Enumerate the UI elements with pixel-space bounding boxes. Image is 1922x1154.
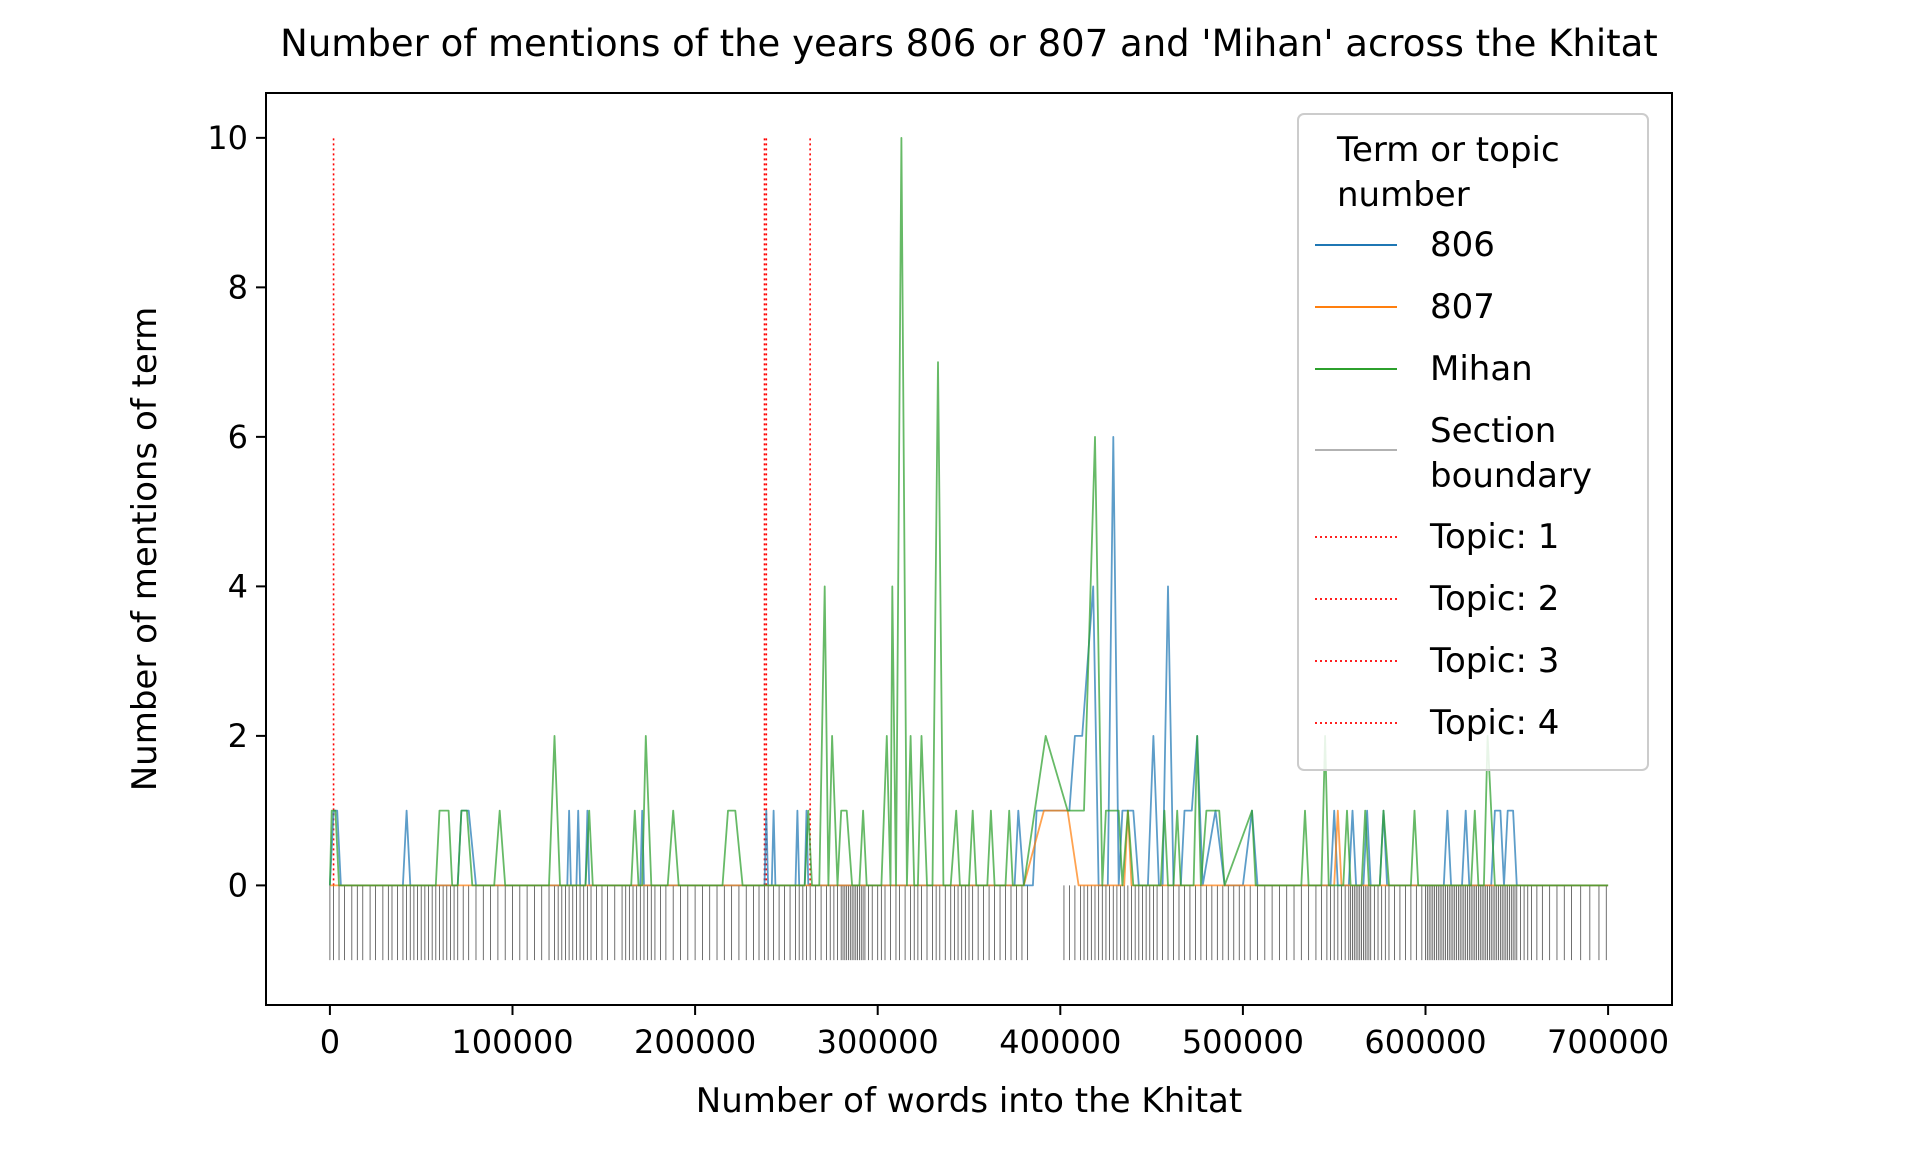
- y-axis-label: Number of mentions of term: [125, 307, 165, 792]
- y-tick-label: 6: [228, 418, 248, 456]
- x-tick-label: 0: [320, 1023, 340, 1061]
- x-tick-label: 100000: [451, 1023, 573, 1061]
- x-axis: 0 100000 200000 300000 400000 500000 600000 700…: [320, 1005, 1669, 1061]
- legend-label: Section boundary: [1430, 411, 1592, 496]
- legend-item-topic-4: Topic: 4: [1315, 703, 1559, 743]
- x-tick-label: 700000: [1547, 1023, 1669, 1061]
- y-tick-label: 8: [228, 268, 248, 306]
- legend-label: Mihan: [1430, 349, 1533, 389]
- y-tick-label: 0: [228, 866, 248, 904]
- y-tick-label: 4: [228, 567, 248, 605]
- legend-item-section-boundary: Section boundary: [1315, 411, 1592, 496]
- x-tick-label: 200000: [634, 1023, 756, 1061]
- legend-title-line-2: number: [1337, 175, 1470, 215]
- series-807-line: [329, 809, 1609, 887]
- legend-item-mihan: Mihan: [1315, 349, 1533, 389]
- legend-label: Topic: 1: [1429, 517, 1559, 557]
- chart-title: Number of mentions of the years 806 or 8…: [280, 22, 1658, 65]
- legend-label: 806: [1430, 225, 1495, 265]
- plot-frame: [265, 92, 1673, 1006]
- legend-label: Topic: 3: [1429, 641, 1559, 681]
- x-axis-label: Number of words into the Khitat: [696, 1081, 1242, 1121]
- legend-item-topic-1: Topic: 1: [1315, 517, 1559, 557]
- legend-item-806: 806: [1315, 225, 1495, 265]
- y-tick-label: 10: [207, 119, 248, 157]
- x-tick-label: 400000: [999, 1023, 1121, 1061]
- legend-box: [1297, 113, 1649, 771]
- section-boundaries: [329, 885, 1607, 961]
- y-axis: 0 2 4 6 8 10: [207, 119, 266, 904]
- y-tick-label: 2: [228, 717, 248, 755]
- legend-title: Term or topic number: [1336, 130, 1570, 215]
- x-tick-label: 300000: [817, 1023, 939, 1061]
- legend-label: Topic: 2: [1429, 579, 1559, 619]
- legend-title-line-1: Term or topic: [1336, 130, 1560, 170]
- legend-item-807: 807: [1315, 287, 1495, 327]
- legend: Term or topic number 806 807 Mihan Section b…: [1297, 113, 1649, 771]
- x-tick-label: 500000: [1182, 1023, 1304, 1061]
- legend-item-topic-3: Topic: 3: [1315, 641, 1559, 681]
- legend-label: 807: [1430, 287, 1495, 327]
- legend-item-topic-2: Topic: 2: [1315, 579, 1559, 619]
- legend-label: Topic: 4: [1429, 703, 1559, 743]
- x-tick-label: 600000: [1364, 1023, 1486, 1061]
- plot-area: [329, 137, 1609, 961]
- series-mihan-line: [329, 137, 1609, 887]
